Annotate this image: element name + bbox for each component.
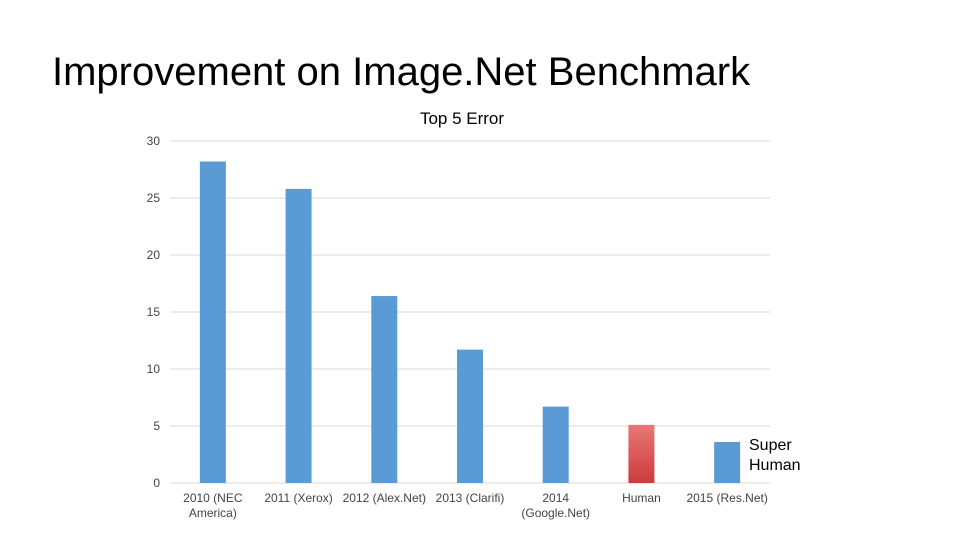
chart-title: Top 5 Error xyxy=(420,109,504,128)
y-tick-label: 0 xyxy=(153,476,160,490)
x-tick-label: 2010 (NEC America) xyxy=(183,491,243,520)
y-tick-label: 25 xyxy=(147,191,161,205)
bar xyxy=(542,406,569,483)
bar xyxy=(457,349,483,483)
bar xyxy=(199,161,226,483)
x-axis-labels: 2010 (NEC America) 2011 (Xerox) 2012 (Alex.… xyxy=(183,491,768,520)
super-human-annotation: Super Human xyxy=(749,436,801,476)
x-tick-label: 2014 (Google.Net) xyxy=(521,491,590,520)
x-tick-label: 2013 (Clarifi) xyxy=(436,491,505,505)
bar xyxy=(714,441,741,483)
y-tick-label: 30 xyxy=(147,134,161,148)
y-tick-label: 15 xyxy=(147,305,161,319)
slide-title: Improvement on Image.Net Benchmark xyxy=(52,50,751,94)
x-tick-label: 2012 (Alex.Net) xyxy=(343,491,426,505)
bar xyxy=(371,296,398,483)
bars xyxy=(199,161,741,483)
annotation-line-2: Human xyxy=(749,457,801,474)
y-tick-label: 10 xyxy=(147,362,161,376)
y-axis-ticks: 0 5 10 15 20 25 30 xyxy=(147,134,161,490)
bar xyxy=(628,424,655,483)
y-tick-label: 5 xyxy=(153,419,160,433)
x-tick-label: 2015 (Res.Net) xyxy=(686,491,767,505)
x-tick-label: Human xyxy=(622,491,661,505)
y-tick-label: 20 xyxy=(147,248,161,262)
x-tick-label: 2011 (Xerox) xyxy=(264,491,332,505)
bar xyxy=(285,188,312,483)
annotation-line-1: Super xyxy=(749,437,792,454)
